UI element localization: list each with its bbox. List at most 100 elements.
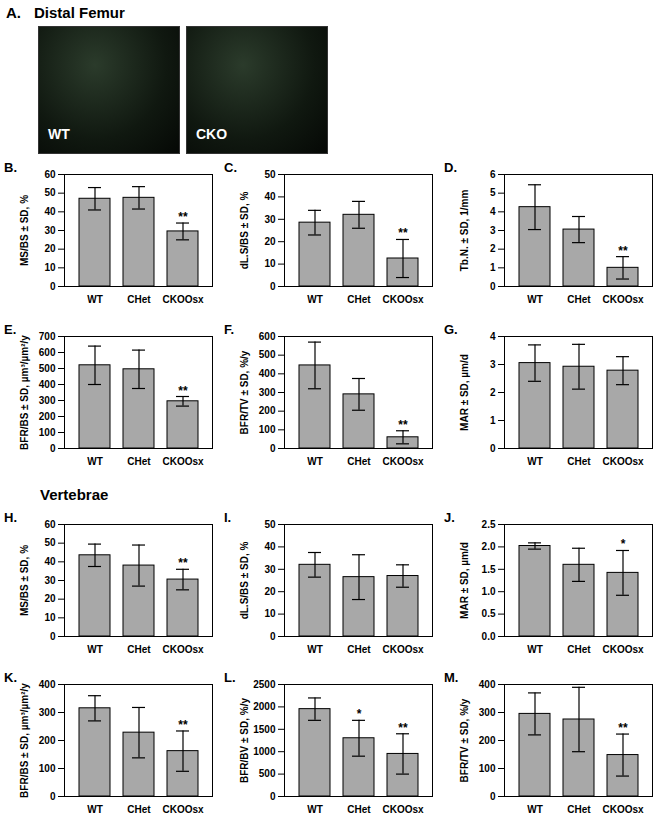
svg-text:0.0: 0.0 <box>482 631 496 642</box>
svg-text:**: ** <box>178 384 188 398</box>
svg-text:10: 10 <box>44 262 56 273</box>
svg-text:500: 500 <box>259 349 276 360</box>
svg-text:CHet: CHet <box>567 456 591 467</box>
svg-text:MAR ± SD, µm/d: MAR ± SD, µm/d <box>459 354 470 431</box>
svg-text:CHet: CHet <box>567 294 591 305</box>
svg-text:MS/BS ± SD, %: MS/BS ± SD, % <box>19 545 30 616</box>
svg-text:dL.S/BS ± SD, %: dL.S/BS ± SD, % <box>239 192 250 270</box>
svg-text:400: 400 <box>39 379 56 390</box>
svg-text:CKOOsx: CKOOsx <box>602 804 644 815</box>
svg-text:0: 0 <box>50 443 56 454</box>
svg-text:100: 100 <box>39 427 56 438</box>
svg-text:0: 0 <box>50 281 56 292</box>
svg-text:400: 400 <box>259 368 276 379</box>
svg-text:60: 60 <box>44 169 56 180</box>
svg-text:Tb.N. ± SD, 1/mm: Tb.N. ± SD, 1/mm <box>459 190 470 272</box>
svg-text:WT: WT <box>307 294 323 305</box>
svg-text:0: 0 <box>270 443 276 454</box>
svg-text:2000: 2000 <box>253 701 276 712</box>
svg-text:40: 40 <box>44 556 56 567</box>
svg-text:CKOOsx: CKOOsx <box>382 644 424 655</box>
svg-text:**: ** <box>398 721 408 735</box>
svg-text:20: 20 <box>264 586 276 597</box>
svg-text:300: 300 <box>39 707 56 718</box>
svg-text:50: 50 <box>264 169 276 180</box>
svg-text:6: 6 <box>490 169 496 180</box>
svg-text:500: 500 <box>39 363 56 374</box>
svg-text:2.0: 2.0 <box>482 541 496 552</box>
svg-text:30: 30 <box>264 214 276 225</box>
svg-text:200: 200 <box>259 405 276 416</box>
svg-text:WT: WT <box>87 456 103 467</box>
svg-text:WT: WT <box>87 644 103 655</box>
svg-text:**: ** <box>178 210 188 224</box>
svg-text:3: 3 <box>490 359 496 370</box>
svg-text:CKOOsx: CKOOsx <box>162 804 204 815</box>
svg-text:**: ** <box>398 418 408 432</box>
svg-text:2: 2 <box>490 243 496 254</box>
svg-text:1.5: 1.5 <box>482 564 496 575</box>
svg-text:500: 500 <box>259 768 276 779</box>
svg-text:10: 10 <box>44 612 56 623</box>
svg-text:300: 300 <box>479 707 496 718</box>
svg-text:CKOOsx: CKOOsx <box>162 644 204 655</box>
svg-text:2500: 2500 <box>253 679 276 690</box>
svg-text:MAR ± SD, µm/d: MAR ± SD, µm/d <box>459 542 470 619</box>
svg-text:CHet: CHet <box>347 294 371 305</box>
svg-text:WT: WT <box>307 456 323 467</box>
svg-text:WT: WT <box>527 294 543 305</box>
svg-text:**: ** <box>618 721 628 735</box>
svg-text:4: 4 <box>490 206 496 217</box>
svg-text:**: ** <box>178 718 188 732</box>
svg-text:20: 20 <box>44 593 56 604</box>
svg-text:100: 100 <box>479 763 496 774</box>
svg-text:3: 3 <box>490 225 496 236</box>
svg-text:CKOOsx: CKOOsx <box>602 644 644 655</box>
svg-text:10: 10 <box>264 258 276 269</box>
svg-text:0: 0 <box>270 281 276 292</box>
svg-text:400: 400 <box>39 679 56 690</box>
svg-text:0: 0 <box>490 791 496 802</box>
svg-text:CHet: CHet <box>127 294 151 305</box>
svg-text:MS/BS ± SD, %: MS/BS ± SD, % <box>19 195 30 266</box>
svg-text:100: 100 <box>39 763 56 774</box>
svg-text:CHet: CHet <box>347 456 371 467</box>
svg-text:50: 50 <box>44 537 56 548</box>
svg-text:2.5: 2.5 <box>482 519 496 530</box>
svg-text:CKOOsx: CKOOsx <box>382 294 424 305</box>
svg-text:400: 400 <box>479 679 496 690</box>
svg-text:1500: 1500 <box>253 724 276 735</box>
svg-text:CKOOsx: CKOOsx <box>602 294 644 305</box>
svg-text:CHet: CHet <box>347 804 371 815</box>
svg-text:BFR/TV ± SD, %/y: BFR/TV ± SD, %/y <box>459 698 470 782</box>
svg-text:WT: WT <box>307 804 323 815</box>
svg-text:30: 30 <box>264 564 276 575</box>
svg-text:CHet: CHet <box>127 644 151 655</box>
svg-text:dL.S/BS ± SD, %: dL.S/BS ± SD, % <box>239 542 250 620</box>
svg-text:WT: WT <box>527 804 543 815</box>
svg-text:10: 10 <box>264 608 276 619</box>
svg-text:BFR/BV ± SD, %/y: BFR/BV ± SD, %/y <box>239 698 250 783</box>
svg-text:CHet: CHet <box>567 804 591 815</box>
svg-text:BFR/BS ± SD, µm³/µm²/y: BFR/BS ± SD, µm³/µm²/y <box>19 335 30 450</box>
svg-text:300: 300 <box>39 395 56 406</box>
svg-text:300: 300 <box>259 387 276 398</box>
svg-text:600: 600 <box>259 331 276 342</box>
svg-text:WT: WT <box>527 456 543 467</box>
svg-text:BFR/BS ± SD, µm³/µm²/y: BFR/BS ± SD, µm³/µm²/y <box>19 683 30 798</box>
svg-text:20: 20 <box>44 243 56 254</box>
svg-text:0: 0 <box>270 791 276 802</box>
svg-text:CKOOsx: CKOOsx <box>162 294 204 305</box>
svg-text:200: 200 <box>39 411 56 422</box>
svg-text:200: 200 <box>479 735 496 746</box>
svg-text:*: * <box>357 707 362 721</box>
svg-text:0: 0 <box>490 443 496 454</box>
svg-text:CKOOsx: CKOOsx <box>602 456 644 467</box>
svg-text:4: 4 <box>490 331 496 342</box>
svg-text:CHet: CHet <box>567 644 591 655</box>
svg-text:5: 5 <box>490 187 496 198</box>
svg-text:100: 100 <box>259 424 276 435</box>
svg-text:BFR/TV ± SD, %/y: BFR/TV ± SD, %/y <box>239 350 250 434</box>
svg-text:**: ** <box>398 226 408 240</box>
svg-text:30: 30 <box>44 575 56 586</box>
